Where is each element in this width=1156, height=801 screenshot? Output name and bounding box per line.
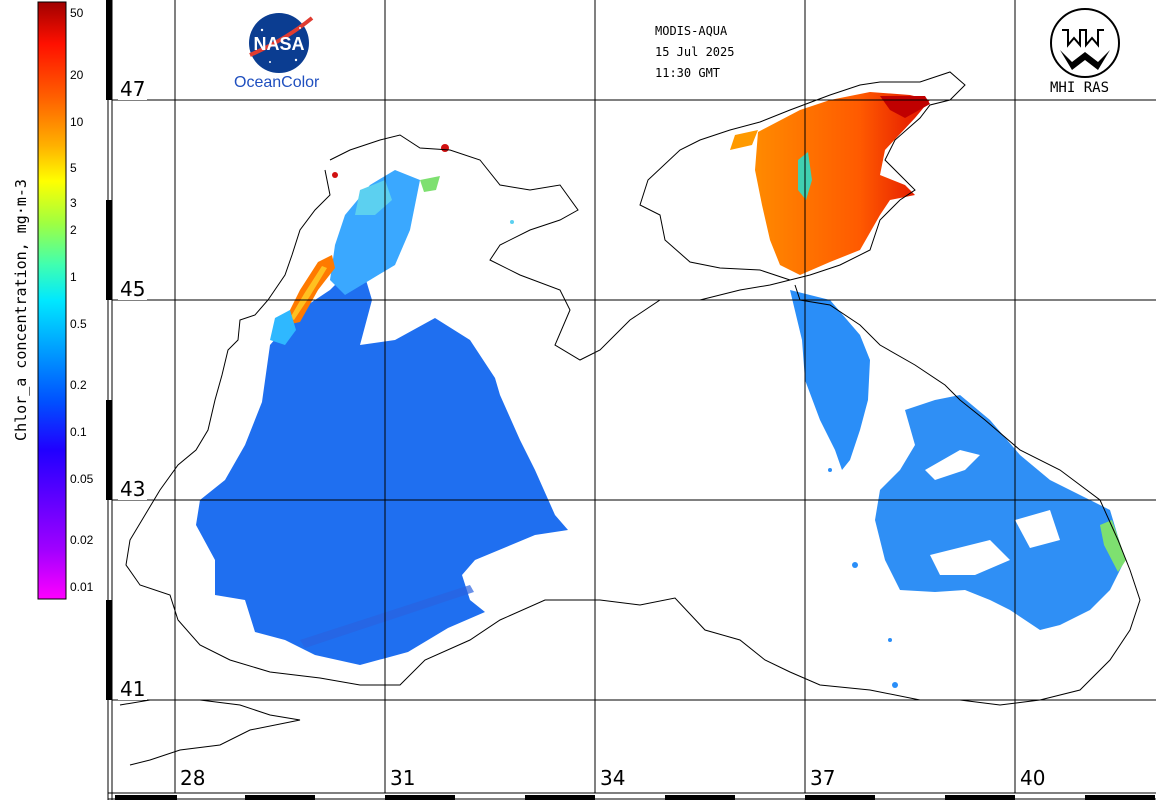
- mhi-ras-caption: MHI RAS: [1050, 80, 1110, 96]
- colorbar-tick-label: 3: [70, 195, 77, 210]
- colorbar-tick-label: 20: [70, 68, 84, 82]
- lon-label-37: 37: [808, 766, 838, 790]
- colorbar: [37, 1, 67, 600]
- colorbar-tick-label: 0.5: [70, 316, 87, 331]
- nasa-logo: NASA: [249, 13, 314, 73]
- chlorophyll-data: [196, 92, 1126, 688]
- lon-label-31: 31: [388, 766, 418, 790]
- lat-label-47: 47: [118, 77, 148, 101]
- western-coastline: [125, 169, 1141, 706]
- colorbar-tick-label: 10: [70, 114, 84, 129]
- image-time: 11:30 GMT: [655, 66, 721, 80]
- svg-text:NASA: NASA: [253, 34, 304, 54]
- colorbar-tick-label: 2: [70, 223, 77, 238]
- graticule: [112, 0, 1156, 793]
- azov-coastline: [639, 71, 966, 281]
- lon-label-34: 34: [598, 766, 628, 790]
- nasa-oceancolor-caption: OceanColor: [234, 74, 320, 91]
- bosporus-coastline: [119, 699, 301, 766]
- lat-label-41: 41: [118, 677, 148, 701]
- sensor-name: MODIS-AQUA: [655, 24, 728, 38]
- colorbar-tick-label: 0.05: [70, 471, 94, 486]
- lon-label-28: 28: [178, 766, 208, 790]
- colorbar-tick-label: 0.01: [70, 580, 94, 595]
- colorbar-tick-label: 0.2: [70, 378, 87, 393]
- coastlines: [119, 71, 1141, 766]
- longitude-scale-ruler: [108, 792, 1156, 800]
- lon-label-40: 40: [1018, 766, 1048, 790]
- chlorophyll-western-basin: [196, 260, 568, 665]
- lat-label-45: 45: [118, 277, 148, 301]
- chlorophyll-azov-sea: [755, 92, 930, 275]
- crimea-coastline: [329, 134, 791, 361]
- colorbar-label: Chlor_a concentration, mg·m-3: [12, 179, 30, 441]
- colorbar-tick-label: 0.1: [70, 424, 87, 439]
- lat-label-43: 43: [118, 477, 148, 501]
- mhi-ras-logo: [1050, 8, 1120, 78]
- chlorophyll-eastern-basin: [790, 290, 870, 470]
- image-date: 15 Jul 2025: [655, 45, 735, 59]
- latitude-scale-ruler: [106, 0, 113, 800]
- colorbar-tick-label: 0.02: [70, 533, 94, 548]
- colorbar-tick-label: 1: [70, 269, 77, 284]
- colorbar-tick-label: 50: [70, 6, 84, 21]
- colorbar-tick-label: 5: [70, 161, 77, 176]
- chlorophyll-northwest-shelf: [330, 170, 420, 295]
